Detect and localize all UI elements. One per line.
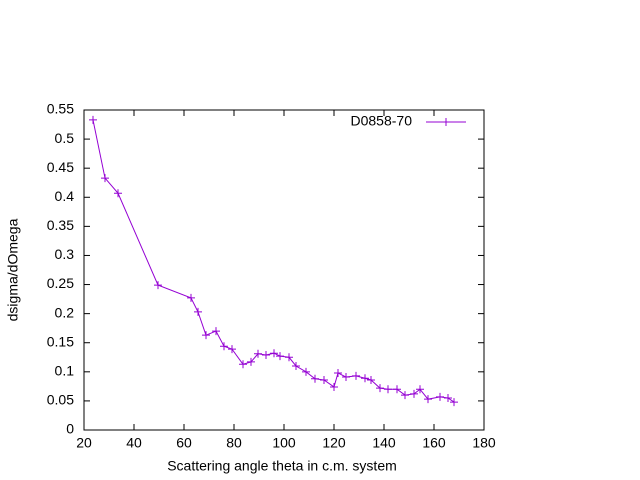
x-tick-label: 60: [176, 435, 192, 451]
point-marker: [292, 362, 300, 370]
point-marker: [436, 392, 444, 401]
x-tick-label: 160: [422, 435, 446, 451]
x-axis-label: Scattering angle theta in c.m. system: [167, 458, 397, 474]
legend-marker: [442, 118, 450, 126]
point-marker: [424, 395, 432, 404]
point-marker: [239, 360, 247, 369]
point-marker: [342, 373, 350, 382]
point-marker: [114, 189, 122, 198]
point-marker: [247, 357, 255, 366]
point-marker: [330, 382, 338, 391]
point-marker: [361, 374, 369, 383]
point-marker: [89, 115, 97, 124]
point-marker: [302, 367, 310, 376]
point-marker: [202, 331, 210, 340]
point-marker: [334, 368, 342, 377]
point-marker: [401, 391, 409, 400]
point-marker: [416, 385, 424, 394]
point-marker: [384, 385, 392, 394]
point-marker: [352, 371, 360, 380]
plot-border: [83, 109, 485, 431]
point-marker: [101, 174, 109, 183]
point-marker: [154, 281, 162, 290]
point-marker: [254, 349, 262, 358]
x-tick-label: 120: [322, 435, 346, 451]
point-marker: [220, 342, 228, 351]
y-tick-label: 0.05: [47, 392, 74, 408]
point-marker: [212, 327, 220, 336]
x-tick-label: 20: [76, 435, 92, 451]
point-marker: [285, 353, 293, 362]
series-line: [92, 119, 455, 403]
y-tick-label: 0: [66, 421, 74, 437]
x-tick-label: 100: [272, 435, 296, 451]
point-marker: [311, 374, 319, 383]
point-marker: [367, 375, 375, 384]
point-marker: [376, 384, 384, 393]
x-tick-label: 140: [372, 435, 396, 451]
point-marker: [270, 349, 278, 358]
x-tick-label: 40: [126, 435, 142, 451]
point-marker: [194, 307, 202, 316]
point-marker: [393, 385, 401, 394]
x-tick-label: 180: [472, 435, 496, 451]
point-marker: [262, 350, 270, 359]
y-tick-label: 0.2: [55, 304, 75, 320]
x-tick-label: 80: [226, 435, 242, 451]
point-marker: [228, 345, 236, 354]
point-marker: [187, 293, 195, 302]
point-marker: [410, 389, 418, 398]
y-tick-label: 0.25: [47, 275, 74, 291]
point-marker: [444, 394, 452, 402]
y-tick-label: 0.45: [47, 159, 74, 175]
y-tick-label: 0.35: [47, 217, 74, 233]
y-axis-label: dsigma/dOmega: [5, 218, 21, 321]
point-marker: [450, 398, 458, 407]
point-marker: [320, 375, 328, 384]
y-tick-label: 0.4: [55, 188, 75, 204]
y-tick-label: 0.15: [47, 333, 74, 349]
legend-label: D0858-70: [351, 113, 413, 129]
y-tick-label: 0.3: [55, 246, 75, 262]
point-marker: [276, 352, 284, 361]
y-tick-label: 0.5: [55, 130, 75, 146]
y-tick-label: 0.55: [47, 101, 74, 117]
y-tick-label: 0.1: [55, 363, 75, 379]
